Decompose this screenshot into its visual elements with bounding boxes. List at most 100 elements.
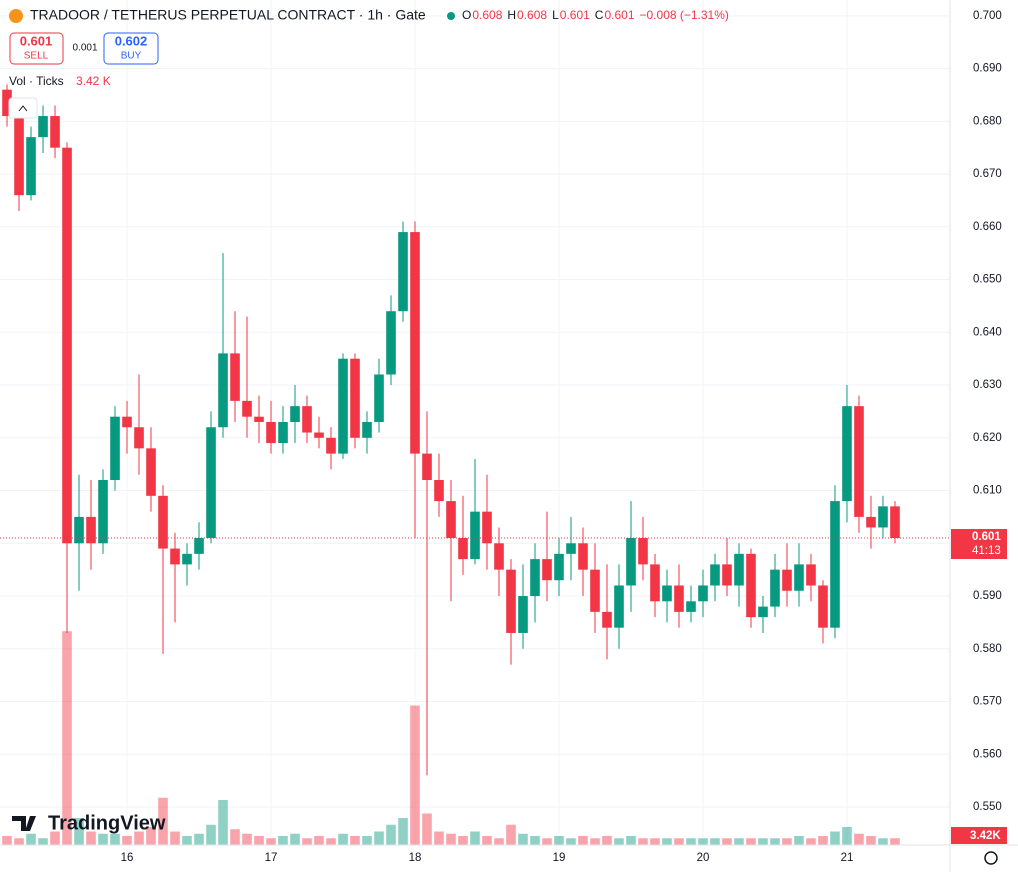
volume-bar — [830, 831, 840, 845]
candle-body — [338, 358, 348, 454]
x-tick-label: 16 — [121, 852, 134, 864]
candle-body — [458, 538, 468, 560]
volume-bar — [230, 829, 240, 845]
y-tick-label: 0.690 — [973, 63, 1002, 75]
sell-button[interactable]: 0.601 SELL — [9, 32, 64, 65]
candle-body — [314, 432, 324, 438]
candle-body — [506, 569, 516, 633]
y-tick-label: 0.620 — [973, 432, 1002, 444]
candle-body — [842, 406, 852, 502]
volume-bar — [470, 831, 480, 845]
x-tick-label: 17 — [265, 852, 278, 864]
candle-body — [434, 479, 444, 502]
volume-bar — [638, 838, 648, 845]
volume-bar — [98, 833, 108, 845]
volume-bar — [14, 838, 24, 845]
volume-badge: 3.42K — [970, 830, 1001, 842]
volume-bar — [722, 838, 732, 845]
candle-body — [602, 611, 612, 628]
candle-body — [470, 511, 480, 560]
volume-badge-box — [951, 827, 1007, 844]
candle-body — [38, 116, 48, 138]
volume-bar — [266, 838, 276, 845]
sell-price[interactable]: 0.601 — [20, 33, 53, 48]
volume-bar — [770, 838, 780, 845]
candle-body — [614, 585, 624, 628]
buy-button[interactable]: 0.602 BUY — [103, 32, 159, 65]
symbol-icon — [9, 9, 23, 23]
candle-body — [278, 421, 288, 444]
volume-bar — [650, 838, 660, 845]
ohlc-key: O — [462, 8, 471, 22]
candle-body — [566, 543, 576, 554]
candle-body — [890, 506, 900, 539]
volume-bar — [338, 833, 348, 845]
volume-bar — [206, 824, 216, 845]
y-tick-label: 0.640 — [973, 326, 1002, 338]
x-tick-label: 21 — [841, 852, 854, 864]
candle-body — [746, 553, 756, 618]
x-tick-label: 20 — [697, 852, 710, 864]
volume-bar — [710, 838, 720, 845]
volume-bar — [302, 838, 312, 845]
candle-body — [530, 559, 540, 597]
collapse-button[interactable] — [8, 97, 38, 119]
status-dot — [447, 12, 455, 20]
volume-bar — [854, 833, 864, 845]
buy-price[interactable]: 0.602 — [115, 33, 148, 48]
logo-text: TradingView — [48, 812, 166, 834]
volume-bar — [194, 833, 204, 845]
buy-label[interactable]: BUY — [121, 51, 142, 62]
volume-bar — [170, 831, 180, 845]
candle-body — [866, 516, 876, 528]
volume-bar — [626, 836, 636, 845]
volume-bar — [494, 838, 504, 845]
candle-body — [158, 495, 168, 549]
candle-body — [482, 511, 492, 544]
volume-bar — [326, 838, 336, 845]
candle-body — [146, 448, 156, 496]
candle-body — [230, 353, 240, 401]
candle-body — [386, 311, 396, 375]
candle-body — [878, 506, 888, 528]
candle-body — [770, 569, 780, 607]
volume-bar — [518, 833, 528, 845]
volume-bar — [554, 836, 564, 845]
volume-bar — [122, 836, 132, 845]
settings-icon[interactable] — [984, 851, 998, 865]
candle-body — [74, 516, 84, 544]
volume-bar — [362, 836, 372, 845]
candle-body — [758, 606, 768, 618]
volume-bar — [614, 838, 624, 845]
volume-bar — [842, 827, 852, 845]
candle-body — [710, 564, 720, 586]
candle-body — [410, 232, 420, 454]
volume-bar — [506, 824, 516, 845]
candle-body — [518, 596, 528, 633]
volume-bar — [386, 824, 396, 845]
volume-legend-value: 3.42 K — [76, 74, 111, 88]
volume-bar — [806, 838, 816, 845]
volume-bar — [674, 838, 684, 845]
volume-bar — [38, 838, 48, 845]
volume-bar — [86, 831, 96, 845]
candle-body — [134, 427, 144, 449]
volume-bar — [878, 838, 888, 845]
candle-body — [638, 538, 648, 565]
y-tick-label: 0.580 — [973, 643, 1002, 655]
candle-body — [578, 543, 588, 570]
candle-body — [374, 374, 384, 422]
volume-bar — [410, 705, 420, 845]
candle-body — [86, 516, 96, 544]
candle-body — [266, 421, 276, 444]
sell-label[interactable]: SELL — [24, 51, 49, 62]
y-tick-label: 0.650 — [973, 274, 1002, 286]
candle-body — [650, 564, 660, 602]
volume-bar — [74, 818, 84, 845]
y-tick-label: 0.700 — [973, 10, 1002, 22]
candle-body — [590, 569, 600, 612]
ohlc-key: C — [595, 8, 604, 22]
candle-body — [62, 147, 72, 544]
